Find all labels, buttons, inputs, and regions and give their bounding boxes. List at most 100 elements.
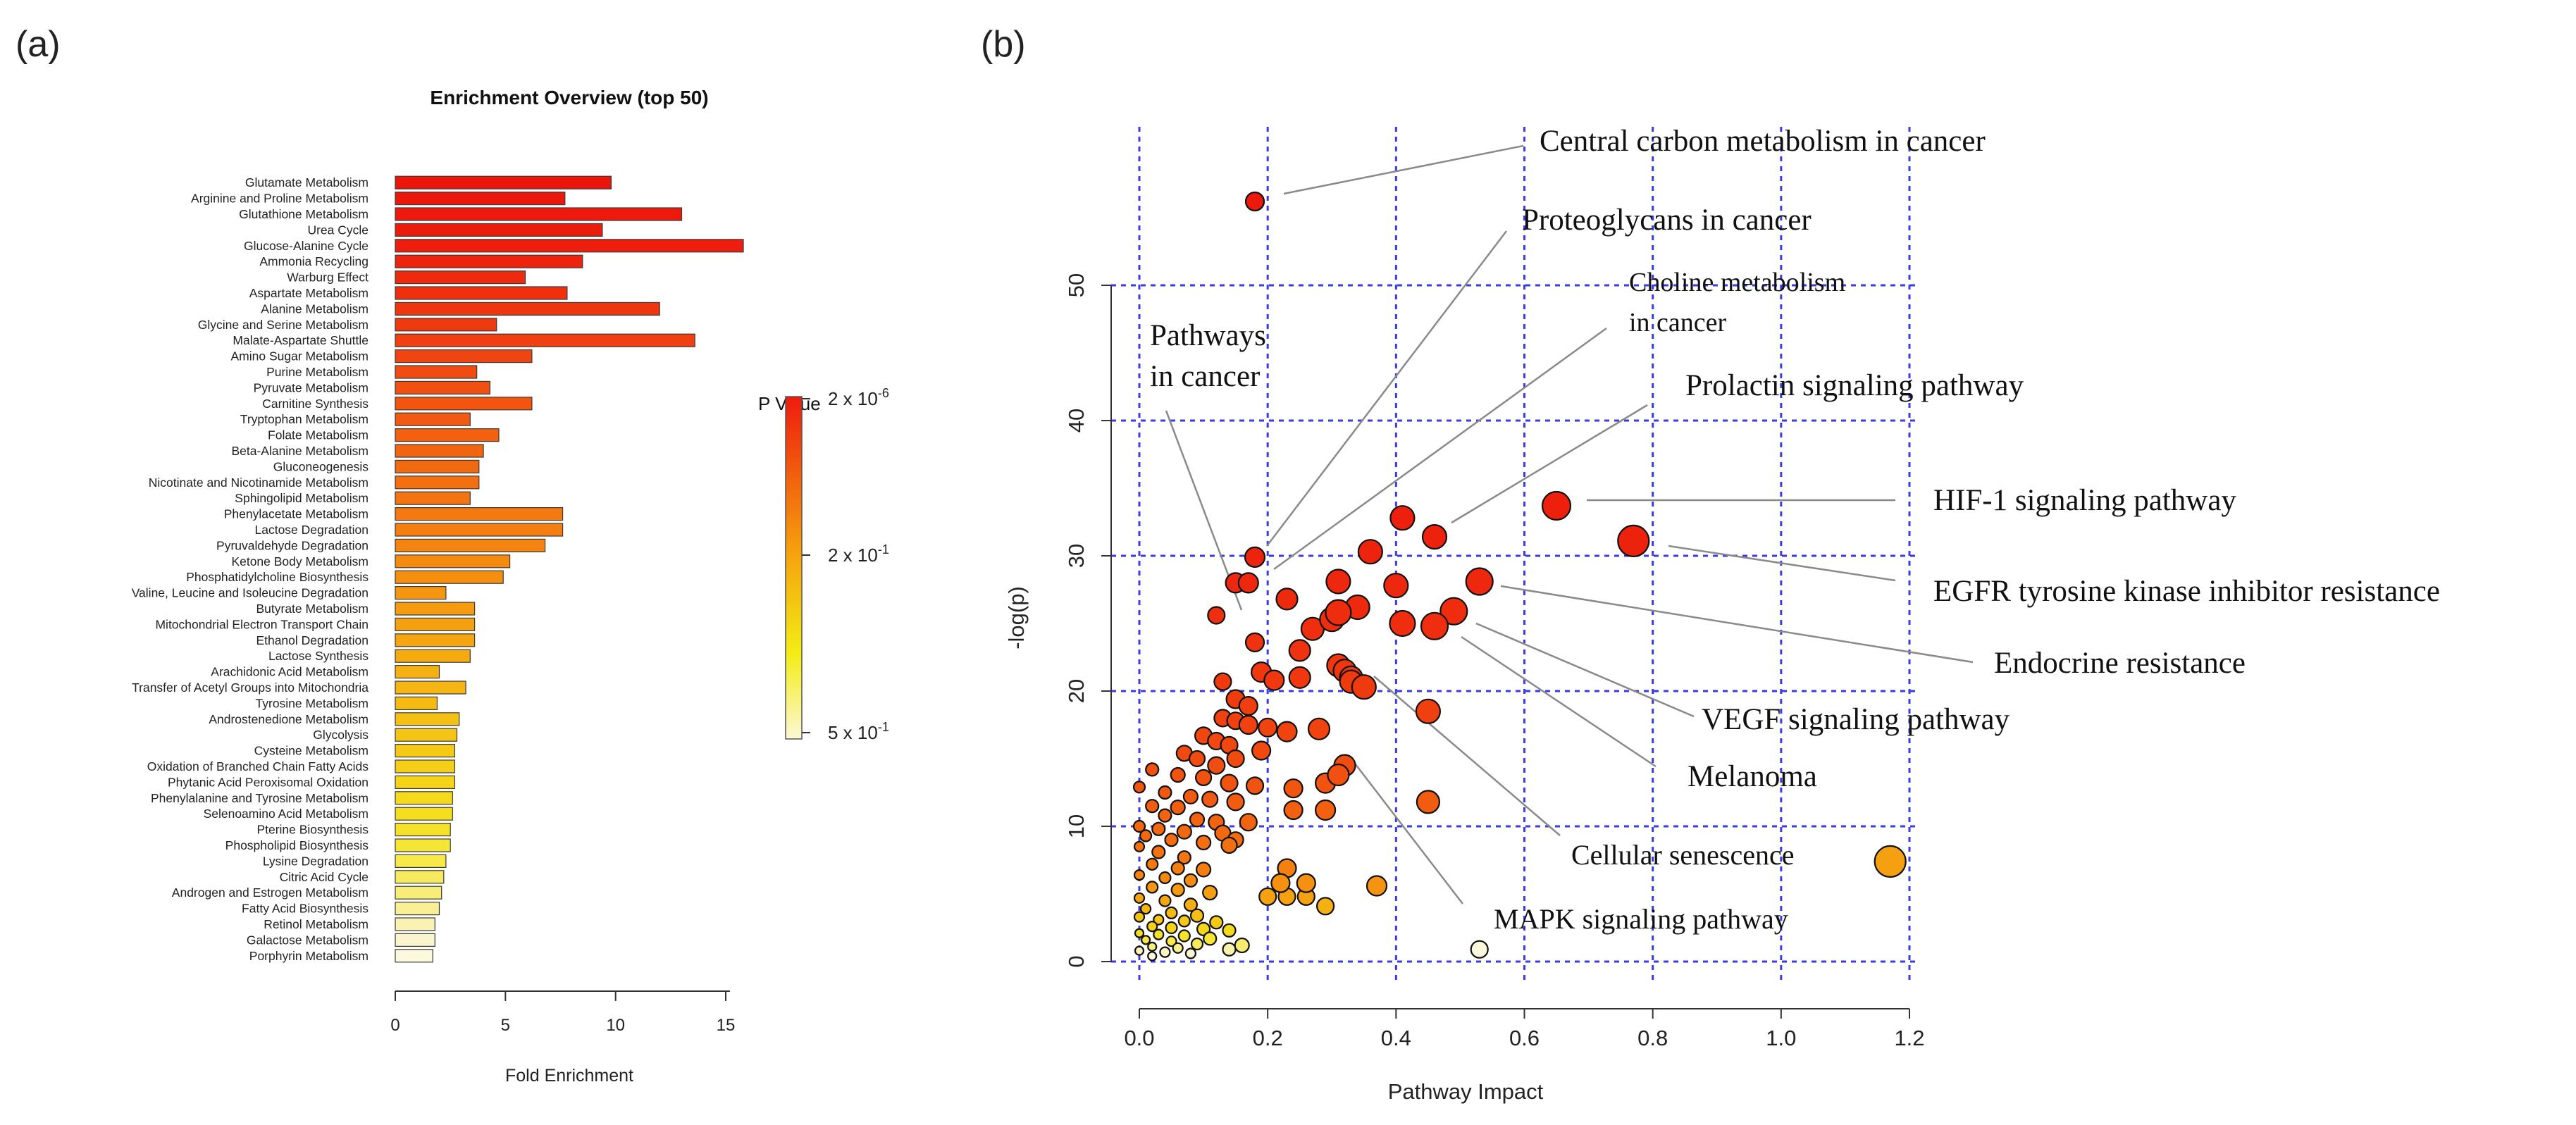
x-tick-label: 0.6 (1509, 1026, 1540, 1050)
bar-category-label: Pterine Biosynthesis (256, 823, 369, 837)
data-point (1133, 840, 1146, 852)
bar-category-label: Glycine and Serine Metabolism (198, 318, 369, 332)
data-point (1146, 920, 1158, 933)
scatter-x-axis-label: Pathway Impact (1388, 1079, 1544, 1104)
y-tick-label: 20 (1064, 679, 1089, 703)
data-point (1153, 928, 1165, 940)
leader-line (1266, 230, 1507, 547)
bar (395, 444, 484, 458)
bar (395, 680, 466, 695)
bar-category-label: Urea Cycle (307, 223, 369, 237)
annotation-label: MAPK signaling pathway (1494, 903, 1788, 935)
data-point (1226, 793, 1245, 812)
annotation-labels: Central carbon metabolism in cancer Prot… (1150, 125, 2440, 935)
data-point (1213, 672, 1232, 691)
data-point (1188, 750, 1206, 768)
bar-x-tick-label: 15 (717, 1016, 736, 1035)
data-point (1270, 873, 1291, 893)
data-point (1314, 799, 1337, 821)
bar (395, 271, 526, 285)
pvalue-legend-gradient (785, 396, 803, 740)
data-point (1383, 573, 1409, 599)
pvalue-legend-tick-label: 2 x 10-1 (828, 542, 889, 566)
data-point (1170, 766, 1186, 783)
bar (395, 807, 453, 821)
data-point (1165, 921, 1178, 935)
data-point (1465, 567, 1494, 596)
bar (395, 428, 500, 442)
y-tick-label: 30 (1064, 544, 1089, 568)
bar (395, 854, 447, 869)
x-tick-label: 0.2 (1253, 1026, 1283, 1050)
annotation-label: EGFR tyrosine kinase inhibitor resistanc… (1933, 575, 2440, 608)
data-point (1389, 609, 1416, 638)
data-point (1283, 778, 1304, 799)
data-point (1182, 788, 1199, 804)
bar-x-axis-label: Fold Enrichment (505, 1066, 633, 1086)
bar (395, 254, 583, 268)
data-point (1147, 951, 1158, 962)
bar-category-label: Glutathione Metabolism (239, 207, 369, 221)
bar (395, 775, 456, 790)
x-tick-label: 0.4 (1381, 1026, 1411, 1050)
bar (395, 506, 564, 521)
bar-category-labels: Glutamate Metabolism Arginine and Proline… (132, 175, 369, 963)
bar (395, 585, 447, 600)
annotation-label: in cancer (1150, 360, 1260, 393)
bar-category-label: Gluconeogenesis (273, 459, 369, 473)
bar-category-label: Alanine Metabolism (261, 302, 369, 316)
bar (395, 538, 546, 553)
annotation-label: Prolactin signaling pathway (1685, 369, 2024, 402)
data-point (1195, 834, 1212, 851)
data-point (1134, 928, 1145, 938)
data-point (1220, 773, 1239, 793)
bar-category-label: Porphyrin Metabolism (249, 949, 369, 963)
data-point (1202, 884, 1218, 901)
data-point (1351, 674, 1377, 700)
bar (395, 664, 440, 679)
bar-category-label: Ketone Body Metabolism (231, 554, 369, 568)
data-point (1133, 869, 1146, 881)
bar (395, 192, 566, 206)
pvalue-legend-tick-base: 2 x 10 (828, 545, 878, 566)
bar (395, 917, 435, 931)
bar-category-label: Lactose Degradation (255, 523, 369, 537)
data-point (1165, 906, 1178, 920)
bar-category-label: Phospholipid Biosynthesis (225, 838, 369, 852)
pvalue-legend-tick-base: 5 x 10 (828, 722, 878, 743)
data-point (1165, 936, 1177, 947)
data-point (1283, 800, 1304, 821)
bar-category-label: Lactose Synthesis (268, 649, 369, 663)
data-point (1183, 873, 1199, 888)
leader-line (1451, 404, 1648, 524)
bar (395, 949, 433, 963)
data-point (1177, 850, 1191, 865)
data-point (1158, 785, 1172, 800)
bar-category-label: Arginine and Proline Metabolism (191, 192, 369, 206)
bar-category-label: Citric Acid Cycle (280, 870, 369, 884)
data-point (1190, 937, 1204, 951)
bar (395, 570, 504, 584)
data-point (1389, 505, 1416, 531)
leader-line (1500, 585, 1974, 664)
bar (395, 286, 568, 300)
data-point (1421, 523, 1448, 550)
data-point (1146, 857, 1159, 871)
y-tick-label: 50 (1064, 273, 1089, 297)
bar (395, 459, 480, 474)
data-point (1172, 942, 1184, 954)
leader-line (1373, 676, 1561, 836)
bar (395, 901, 440, 916)
x-tick-label: 0.8 (1637, 1026, 1668, 1050)
panel-label-b: (b) (981, 24, 1026, 65)
annotation-label: Choline metabolism (1629, 268, 1845, 297)
data-point (1244, 632, 1265, 653)
y-tick-label: 0 (1064, 955, 1089, 967)
data-point (1234, 937, 1250, 954)
bar (395, 617, 476, 632)
bar-category-label: Arachidonic Acid Metabolism (211, 665, 369, 679)
bar (395, 412, 471, 426)
bar (395, 838, 451, 852)
bar-category-label: Aspartate Metabolism (249, 286, 369, 300)
panel-label-a: (a) (16, 24, 61, 65)
